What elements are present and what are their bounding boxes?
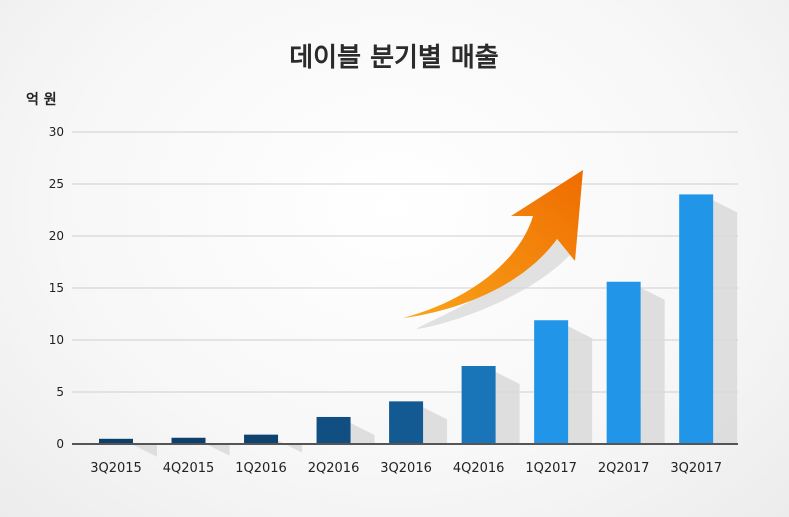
bar-shadow — [350, 422, 375, 444]
bar-3q2017 — [679, 194, 714, 444]
bar-2q2016 — [316, 416, 351, 444]
bar-shadow — [133, 444, 157, 457]
x-tick-label: 4Q2015 — [163, 461, 215, 476]
y-tick-label: 10 — [49, 333, 64, 347]
growth-arrow-icon — [403, 170, 583, 329]
bar-shadow — [205, 443, 230, 456]
bar-shadows — [133, 200, 738, 457]
chart-title: 데이블 분기별 매출 — [289, 43, 498, 73]
y-axis-unit-label: 억 원 — [26, 92, 57, 108]
bar-shadow — [495, 372, 520, 444]
x-tick-label: 3Q2015 — [90, 461, 142, 476]
bar-shadow — [568, 326, 593, 444]
bars — [99, 194, 714, 444]
bar-2q2017 — [606, 281, 641, 444]
x-tick-labels: 3Q2015 4Q2015 1Q2016 2Q2016 3Q2016 4Q2016 1Q20… — [90, 461, 722, 476]
x-tick-label: 2Q2016 — [308, 461, 360, 476]
x-tick-label: 4Q2016 — [453, 461, 505, 476]
x-tick-label: 2Q2017 — [598, 461, 650, 476]
bar-3q2016 — [389, 401, 424, 444]
bar-3q2015 — [99, 438, 133, 444]
x-tick-label: 3Q2017 — [670, 461, 722, 476]
bar-1q2017 — [534, 320, 569, 444]
y-tick-label: 25 — [49, 177, 64, 191]
bar-shadow — [423, 407, 448, 444]
x-tick-label: 1Q2016 — [235, 461, 287, 476]
x-tick-label: 3Q2016 — [380, 461, 432, 476]
bar-4q2015 — [171, 437, 206, 444]
x-tick-label: 1Q2017 — [525, 461, 577, 476]
bar-1q2016 — [244, 434, 279, 444]
bar-shadow — [640, 287, 665, 444]
y-tick-label: 15 — [49, 281, 64, 295]
bar-shadow — [278, 440, 303, 453]
bar-4q2016 — [461, 366, 496, 444]
y-tick-labels: 0 5 10 15 20 25 30 — [49, 125, 64, 451]
y-tick-label: 30 — [49, 125, 64, 139]
y-tick-label: 0 — [56, 437, 64, 451]
bar-shadow — [713, 200, 738, 444]
y-tick-label: 5 — [56, 385, 64, 399]
y-tick-label: 20 — [49, 229, 64, 243]
